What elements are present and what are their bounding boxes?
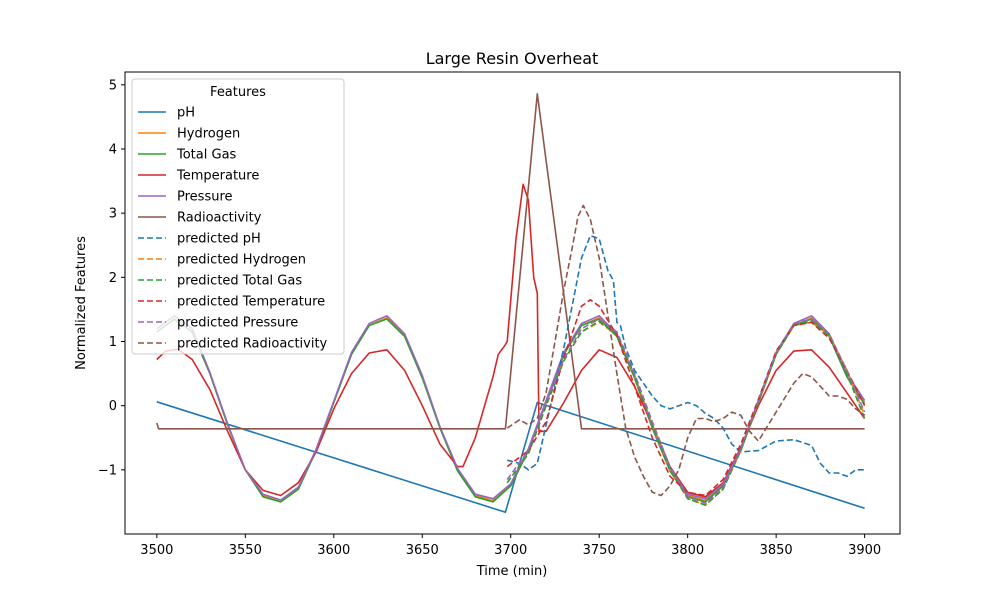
legend-label: predicted Hydrogen <box>177 253 306 268</box>
legend-label: Pressure <box>177 190 233 205</box>
y-tick-label: −1 <box>98 463 117 478</box>
x-tick-label: 3500 <box>140 543 173 558</box>
legend-label: Temperature <box>176 169 259 184</box>
y-tick-label: 2 <box>109 271 117 286</box>
x-tick-label: 3850 <box>760 543 793 558</box>
y-tick-label: 4 <box>109 143 117 158</box>
plot-lines <box>156 93 866 514</box>
series-line-ph <box>156 401 865 514</box>
legend-label: predicted Pressure <box>177 316 298 331</box>
series-line-predicted-ph <box>507 234 865 478</box>
x-tick-label: 3600 <box>317 543 350 558</box>
y-tick-label: 3 <box>109 207 117 222</box>
legend-label: Radioactivity <box>177 211 262 226</box>
legend-label: predicted pH <box>177 232 261 247</box>
legend-label: Hydrogen <box>177 127 240 142</box>
y-tick-label: 0 <box>109 399 117 414</box>
series-line-radioactivity <box>156 93 865 430</box>
legend: Features pH Hydrogen Total Gas Temperature P… <box>131 78 345 355</box>
x-tick-label: 3750 <box>583 543 616 558</box>
legend-label: predicted Radioactivity <box>177 337 328 352</box>
series-line-temperature <box>156 183 866 498</box>
y-tick-label: 1 <box>109 335 117 350</box>
x-tick-label: 3700 <box>494 543 527 558</box>
y-axis-label: Normalized Features <box>74 236 89 370</box>
legend-label: pH <box>177 106 195 121</box>
x-axis: 3500 3550 3600 3650 3700 3750 3800 3850 3900 <box>140 534 881 558</box>
plot-frame <box>124 71 901 535</box>
x-tick-label: 3800 <box>671 543 704 558</box>
series-line-predicted-total-gas <box>506 320 866 506</box>
series-line-predicted-pressure <box>506 318 866 505</box>
x-tick-label: 3900 <box>848 543 881 558</box>
series-line-predicted-radioactivity <box>506 204 866 497</box>
legend-box <box>131 78 345 355</box>
legend-title: Features <box>210 85 266 100</box>
series-line-predicted-temperature <box>506 298 866 497</box>
legend-label: Total Gas <box>176 148 237 163</box>
y-axis: −1 0 1 2 3 4 5 <box>98 78 125 478</box>
legend-label: predicted Temperature <box>177 295 325 310</box>
x-axis-label: Time (min) <box>476 564 548 579</box>
y-tick-label: 5 <box>109 78 117 93</box>
legend-label: predicted Total Gas <box>177 274 302 289</box>
x-tick-label: 3550 <box>229 543 262 558</box>
x-tick-label: 3650 <box>406 543 439 558</box>
chart-title: Large Resin Overheat <box>426 49 599 68</box>
